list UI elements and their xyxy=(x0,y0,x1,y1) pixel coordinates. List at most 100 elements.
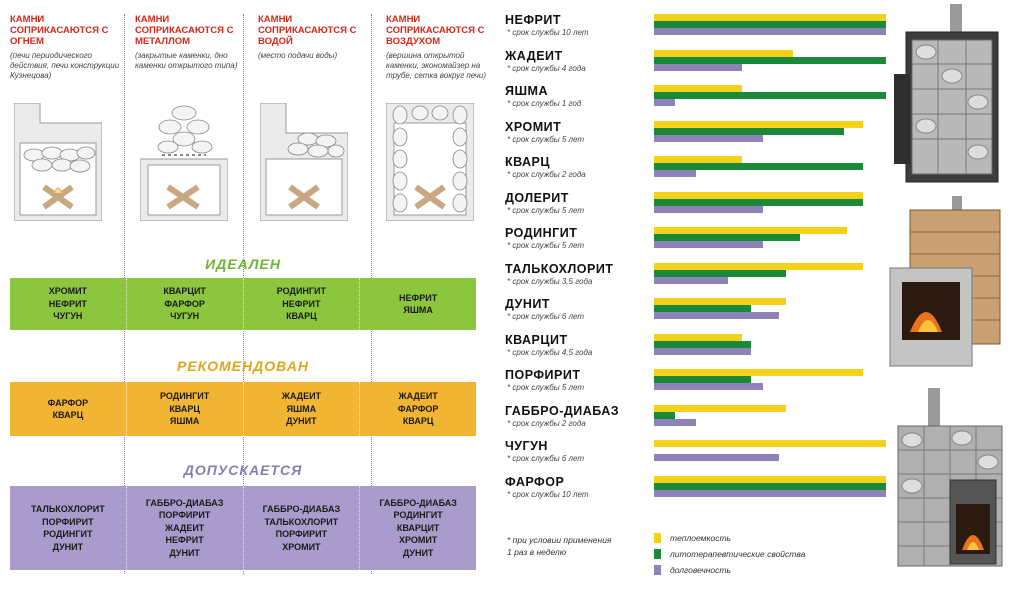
stone-label: ЖАДЕИТ xyxy=(505,48,563,63)
stone-entry: ЖАДЕИТ xyxy=(164,522,205,533)
sauna-stove-image xyxy=(894,4,999,183)
stone-label: КВАРЦ xyxy=(505,155,551,169)
stone-entry: ХРОМИТ xyxy=(398,535,438,546)
service-life-label: * срок службы 6 лет xyxy=(507,454,585,463)
bar-heat-capacity xyxy=(654,262,863,270)
category-cell: ЖАДЕИТ ФАРФОР КВАРЦ xyxy=(360,382,476,436)
service-life-label: * срок службы 5 лет xyxy=(507,134,585,144)
stone-entry: НЕФРИТ xyxy=(165,535,204,546)
stone-label: ЯШМА xyxy=(505,84,548,98)
category-title: РЕКОМЕНДОВАН xyxy=(177,358,309,374)
stone-label: ЧУГУН xyxy=(505,439,548,453)
stone-entry: ГАББРО-ДИАБАЗ xyxy=(145,497,224,508)
stone-entry: КВАРЦ xyxy=(52,410,84,420)
bar-heat-capacity xyxy=(654,120,863,128)
bar-durability xyxy=(654,312,779,319)
sauna-stove-image xyxy=(897,388,1003,567)
stone-entry: ЧУГУН xyxy=(53,311,83,322)
stone-entry: ЯШМА xyxy=(403,305,433,315)
bar-heat-capacity xyxy=(654,369,863,376)
category-cell: ГАББРО-ДИАБАЗ ПОРФИРИТ ЖАДЕИТ НЕФРИТ ДУНИТ xyxy=(127,486,244,570)
service-life-label: * срок службы 5 лет xyxy=(507,241,585,250)
bar-durability xyxy=(654,383,763,390)
stone-label: ФАРФОР xyxy=(505,474,565,489)
bar-heat-capacity xyxy=(654,85,742,92)
stove-diagram-fire xyxy=(14,103,102,221)
service-life-label: * срок службы 1 год xyxy=(507,99,582,108)
bar-heat-capacity xyxy=(654,298,786,305)
bar-heat-capacity xyxy=(654,156,742,163)
stone-label: КВАРЦИТ xyxy=(505,332,568,347)
bar-heat-capacity xyxy=(654,49,793,57)
stone-entry: КВАРЦИТ xyxy=(396,522,440,533)
sauna-stove-image xyxy=(889,196,1001,367)
bar-durability xyxy=(654,63,742,71)
legend-label: теплоемкость xyxy=(670,533,732,543)
stone-entry: ПОРФИРИТ xyxy=(275,529,328,539)
stone-label: ГАББРО-ДИАБАЗ xyxy=(505,403,620,418)
bar-heat-capacity xyxy=(654,333,742,341)
column-note: (вершина открытой каменки, экономайзер н… xyxy=(386,51,487,80)
stone-entry: ПОРФИРИТ xyxy=(42,516,94,527)
stone-entry: РОДИНГИТ xyxy=(43,529,93,539)
stone-label: ДУНИТ xyxy=(505,297,550,311)
stone-entry: НЕФРИТ xyxy=(282,298,321,309)
stone-entry: КВАРЦ xyxy=(402,416,434,427)
stone-entry: НЕФРИТ xyxy=(48,298,87,309)
footnote: * при условии применения 1 раз в неделю xyxy=(507,534,611,558)
stone-entry: РОДИНГИТ xyxy=(160,391,210,402)
bar-lithotherapy xyxy=(654,411,675,419)
stone-entry: ПОРФИРИТ xyxy=(158,510,211,521)
legend-swatch xyxy=(654,565,661,575)
stone-entry: ГАББРО-ДИАБАЗ xyxy=(379,497,457,508)
stone-entry: ЧУГУН xyxy=(170,311,200,322)
legend-label: долговечность xyxy=(670,565,731,575)
bar-durability xyxy=(654,99,675,106)
service-life-label: * срок службы 3,5 года xyxy=(507,276,593,286)
category-band: ФАРФОР КВАРЦ РОДИНГИТ КВАРЦ ЯШМА ЖАДЕИТ ЯШМА ДУ… xyxy=(10,382,476,436)
legend-swatch xyxy=(654,549,661,559)
stone-entry: ГАББРО-ДИАБАЗ xyxy=(262,504,341,514)
category-title: ИДЕАЛЕН xyxy=(205,256,281,272)
stove-diagram-water xyxy=(260,103,348,221)
category-cell: ТАЛЬКОХЛОРИТ ПОРФИРИТ РОДИНГИТ ДУНИТ xyxy=(10,486,127,570)
legend-swatch xyxy=(654,533,661,543)
stone-entry: ФАРФОР xyxy=(47,397,89,408)
stone-label: ДОЛЕРИТ xyxy=(505,190,569,205)
footnote-line: 1 раз в неделю xyxy=(507,547,567,557)
stone-entry: РОДИНГИТ xyxy=(276,286,326,297)
bar-durability xyxy=(654,205,763,213)
bar-durability xyxy=(654,454,779,461)
bar-lithotherapy xyxy=(654,21,886,28)
stone-entry: ХРОМИТ xyxy=(48,286,88,297)
stone-entry: ЯШМА xyxy=(169,416,200,427)
stone-entry: ЖАДЕИТ xyxy=(398,391,438,402)
stone-entry: ХРОМИТ xyxy=(282,541,321,552)
column-header: КАМНИ СОПРИКАСАЮТСЯ С МЕТАЛЛОМ (закрытые … xyxy=(135,14,247,71)
bar-lithotherapy xyxy=(654,269,786,277)
column-note: (место подачи воды) xyxy=(258,51,338,60)
stone-entry: ТАЛЬКОХЛОРИТ xyxy=(30,504,105,514)
bar-durability xyxy=(654,170,696,177)
bar-durability xyxy=(654,28,886,35)
category-cell: РОДИНГИТ НЕФРИТ КВАРЦ xyxy=(244,278,361,330)
stone-label: ХРОМИТ xyxy=(505,119,562,134)
category-band: ХРОМИТ НЕФРИТ ЧУГУН КВАРЦИТ ФАРФОР ЧУГУН РОДИН… xyxy=(10,278,476,330)
stone-entry: ДУНИТ xyxy=(286,416,317,427)
bar-durability xyxy=(654,418,696,426)
category-cell: КВАРЦИТ ФАРФОР ЧУГУН xyxy=(127,278,244,330)
category-cell: ХРОМИТ НЕФРИТ ЧУГУН xyxy=(10,278,127,330)
bar-lithotherapy xyxy=(654,198,863,206)
column-note: (закрытые каменки, дно каменки открытого… xyxy=(135,51,238,70)
category-title: ДОПУСКАЕТСЯ xyxy=(183,462,303,478)
stone-entry: ДУНИТ xyxy=(402,547,434,558)
bar-lithotherapy xyxy=(654,305,751,312)
bar-lithotherapy xyxy=(654,340,751,348)
stone-label: НЕФРИТ xyxy=(505,13,561,27)
category-cell: РОДИНГИТ КВАРЦ ЯШМА xyxy=(127,382,244,436)
column-title: КАМНИ СОПРИКАСАЮТСЯ С ВОДОЙ xyxy=(258,14,357,47)
category-cell: ГАББРО-ДИАБАЗ РОДИНГИТ КВАРЦИТ ХРОМИТ ДУНИТ xyxy=(360,486,476,570)
column-header: КАМНИ СОПРИКАСАЮТСЯ С ВОЗДУХОМ (вершина о… xyxy=(386,14,498,81)
stone-label: ПОРФИРИТ xyxy=(505,368,581,382)
stone-entry: ЖАДЕИТ xyxy=(281,391,322,402)
